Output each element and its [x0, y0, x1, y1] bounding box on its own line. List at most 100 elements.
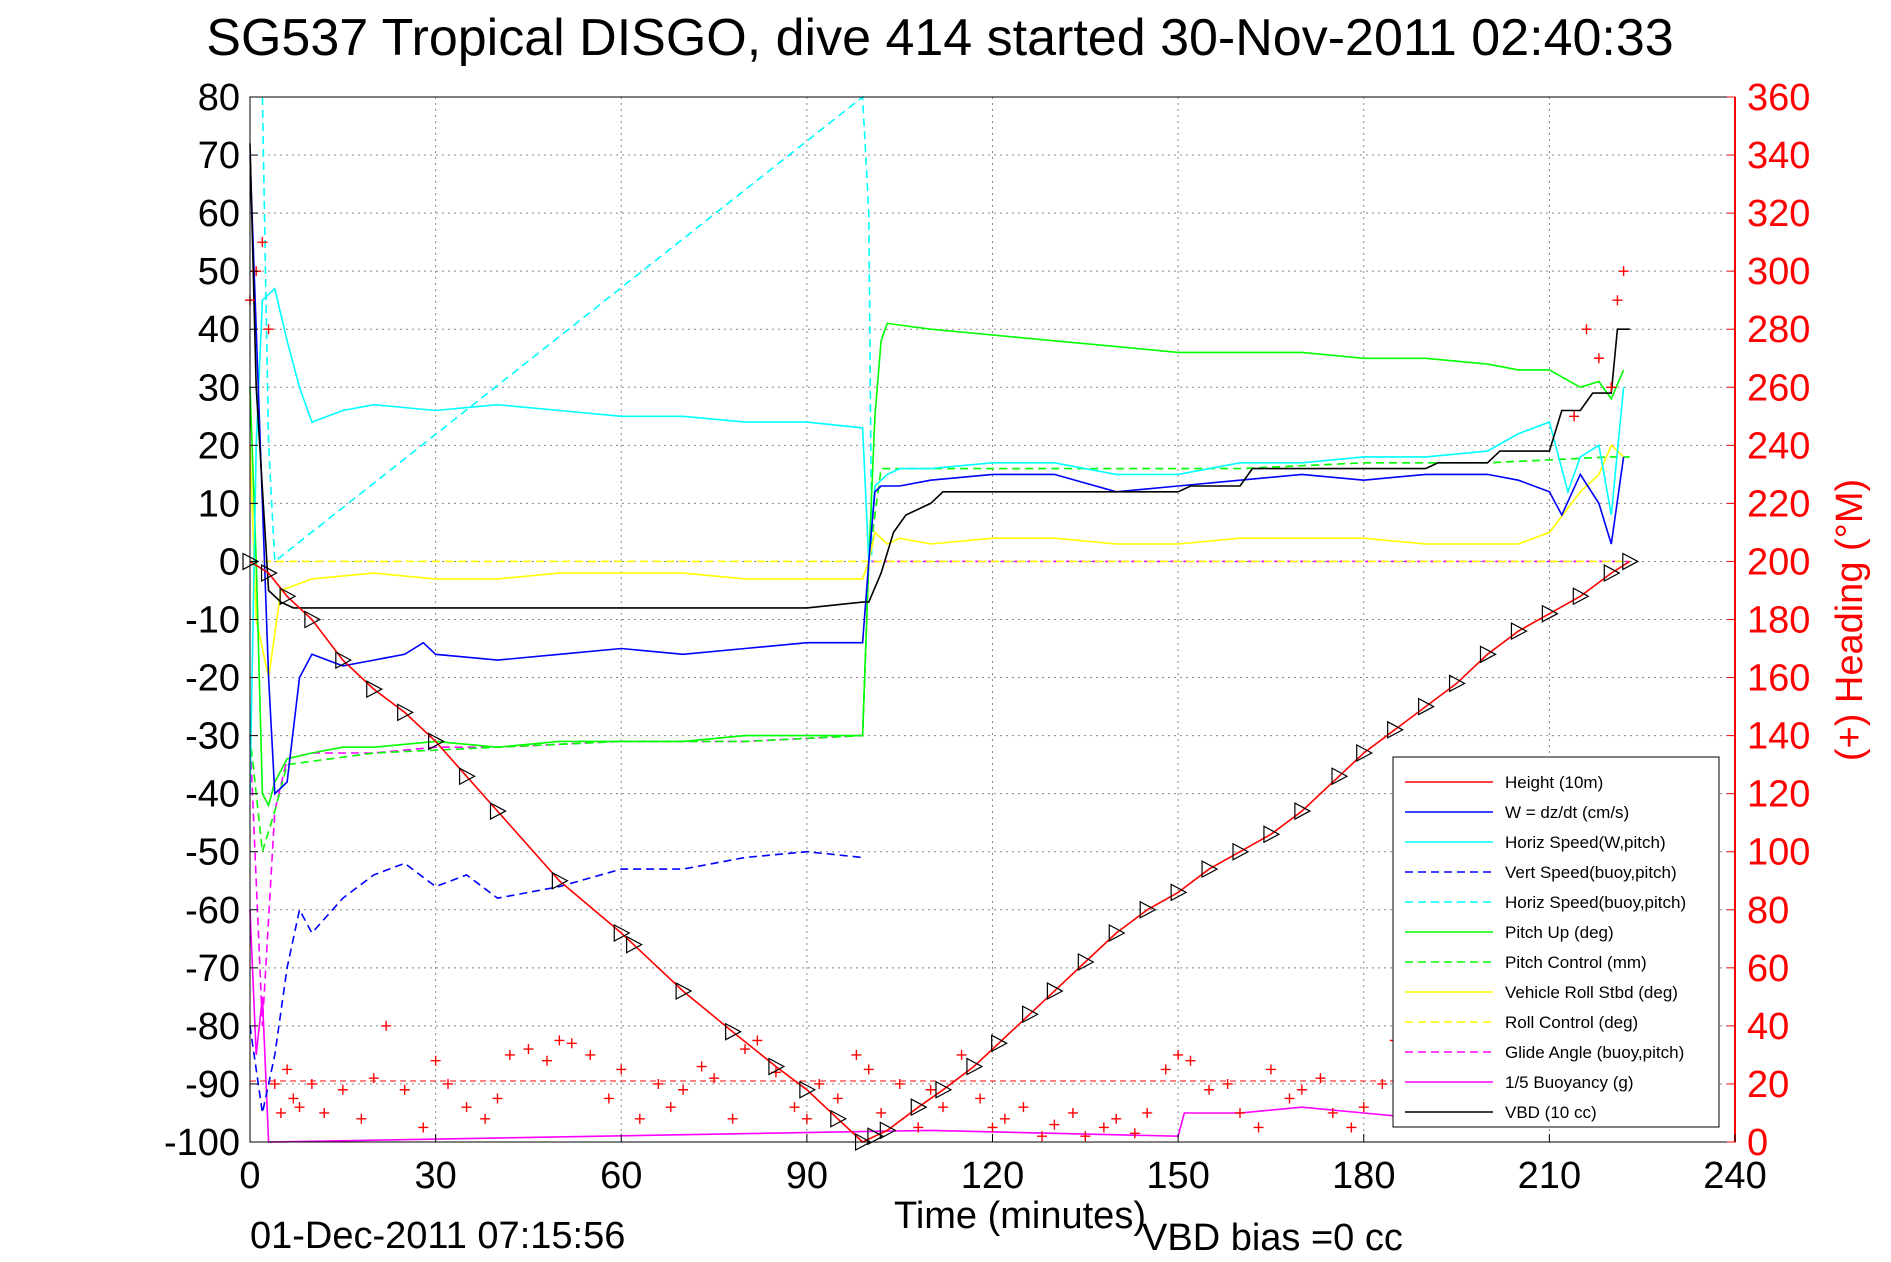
heading-point [399, 1084, 410, 1095]
right-tick-label: 360 [1747, 77, 1810, 119]
height-marker [279, 587, 297, 606]
heading-point [319, 1107, 330, 1118]
y-tick-label: 30 [198, 367, 240, 409]
heading-point [306, 1078, 317, 1089]
height-marker [1108, 924, 1126, 942]
height-marker [1170, 883, 1188, 902]
heading-point [894, 1078, 905, 1089]
height-marker [1046, 982, 1064, 1001]
heading-point [430, 1055, 441, 1066]
y-tick-label: 40 [198, 309, 240, 351]
heading-point [709, 1073, 720, 1084]
heading-point [975, 1093, 986, 1104]
right-tick-label: 340 [1747, 135, 1810, 177]
heading-point [925, 1084, 936, 1095]
x-tick-label: 240 [1703, 1155, 1766, 1197]
legend-label-height: Height (10m) [1505, 773, 1603, 792]
legend-label-glide: Glide Angle (buoy,pitch) [1505, 1043, 1684, 1062]
right-tick-label: 240 [1747, 425, 1810, 467]
heading-point [1253, 1122, 1264, 1133]
height-marker [366, 680, 384, 699]
series-buoyancy-line [249, 909, 1488, 1143]
x-tick-label: 150 [1146, 1155, 1209, 1197]
right-tick-label: 160 [1747, 658, 1810, 700]
height-marker [1331, 767, 1349, 786]
height-marker [1418, 697, 1435, 716]
heading-point [523, 1044, 534, 1055]
height-marker [626, 935, 643, 954]
x-tick-label: 90 [786, 1155, 828, 1197]
y-tick-label: -20 [185, 658, 240, 700]
height-marker [1263, 825, 1281, 844]
heading-point [294, 1102, 305, 1113]
legend-label-vbd: VBD (10 cc) [1505, 1103, 1597, 1122]
heading-point [1265, 1064, 1276, 1075]
right-tick-label: 100 [1747, 832, 1810, 874]
heading-point [461, 1102, 472, 1113]
right-tick-label: 20 [1747, 1064, 1789, 1106]
heading-point [1618, 266, 1629, 277]
right-tick-label: 0 [1747, 1122, 1768, 1164]
height-marker [335, 651, 353, 670]
heading-point [1129, 1128, 1140, 1139]
heading-point [368, 1073, 379, 1084]
heading-point [282, 1064, 293, 1075]
height-marker [613, 924, 631, 942]
heading-point [851, 1049, 862, 1060]
heading-point [1358, 1102, 1369, 1113]
x-axis-ticks: 0 30 60 90 120 150 180 210 240 [239, 1134, 1767, 1197]
legend-label-roll_ctrl: Roll Control (deg) [1505, 1013, 1638, 1032]
heading-point [1204, 1084, 1215, 1095]
y-axis-ticks: 80 70 60 50 40 30 20 10 0 -10 -20 -30 -40 -50 -60 -70 -8… [164, 77, 258, 1164]
heading-point [288, 1093, 299, 1104]
heading-point [1067, 1107, 1078, 1118]
height-marker [551, 871, 569, 890]
right-tick-label: 140 [1747, 716, 1810, 758]
height-marker [304, 610, 322, 629]
heading-point [665, 1102, 676, 1113]
height-marker [1510, 622, 1528, 641]
heading-point [913, 1122, 924, 1133]
right-tick-label: 200 [1747, 541, 1810, 583]
heading-point [832, 1093, 843, 1104]
height-markers [242, 552, 1640, 1151]
right-tick-label: 120 [1747, 774, 1810, 816]
y-tick-label: -90 [185, 1064, 240, 1106]
heading-point [1296, 1084, 1307, 1095]
x-tick-label: 180 [1332, 1155, 1395, 1197]
height-marker [1622, 552, 1640, 571]
height-marker [910, 1098, 928, 1117]
series-vbd-line [249, 143, 1630, 609]
y-tick-label: 80 [198, 77, 240, 119]
height-marker [397, 703, 414, 722]
series-horiz_buoy-line [261, 95, 873, 563]
heading-point [999, 1113, 1010, 1124]
legend-label-w: W = dz/dt (cm/s) [1505, 803, 1629, 822]
heading-point [752, 1035, 763, 1046]
x-axis-label: Time (minutes) [894, 1195, 1146, 1237]
y-tick-label: 50 [198, 251, 240, 293]
heading-point [1235, 1107, 1245, 1118]
height-marker [458, 767, 476, 786]
right-tick-label: 80 [1747, 890, 1789, 932]
height-marker [966, 1057, 984, 1076]
heading-point [938, 1102, 948, 1113]
heading-point [1327, 1107, 1338, 1118]
heading-point [480, 1113, 491, 1124]
height-marker [675, 982, 693, 1001]
legend-label-vert_buoy: Vert Speed(buoy,pitch) [1505, 863, 1677, 882]
legend-label-roll: Vehicle Roll Stbd (deg) [1505, 983, 1678, 1002]
heading-point [381, 1020, 392, 1031]
heading-point [1142, 1107, 1153, 1118]
heading-point [727, 1113, 738, 1124]
height-marker [991, 1034, 1008, 1053]
heading-point [542, 1055, 552, 1066]
heading-point [1049, 1119, 1060, 1130]
y-tick-label: -30 [185, 716, 240, 758]
right-axis-label: (+) Heading (°M) [1829, 479, 1871, 761]
height-marker [1077, 953, 1095, 972]
series-roll-line [249, 443, 1625, 678]
heading-point [696, 1061, 707, 1072]
x-tick-label: 0 [239, 1155, 260, 1197]
